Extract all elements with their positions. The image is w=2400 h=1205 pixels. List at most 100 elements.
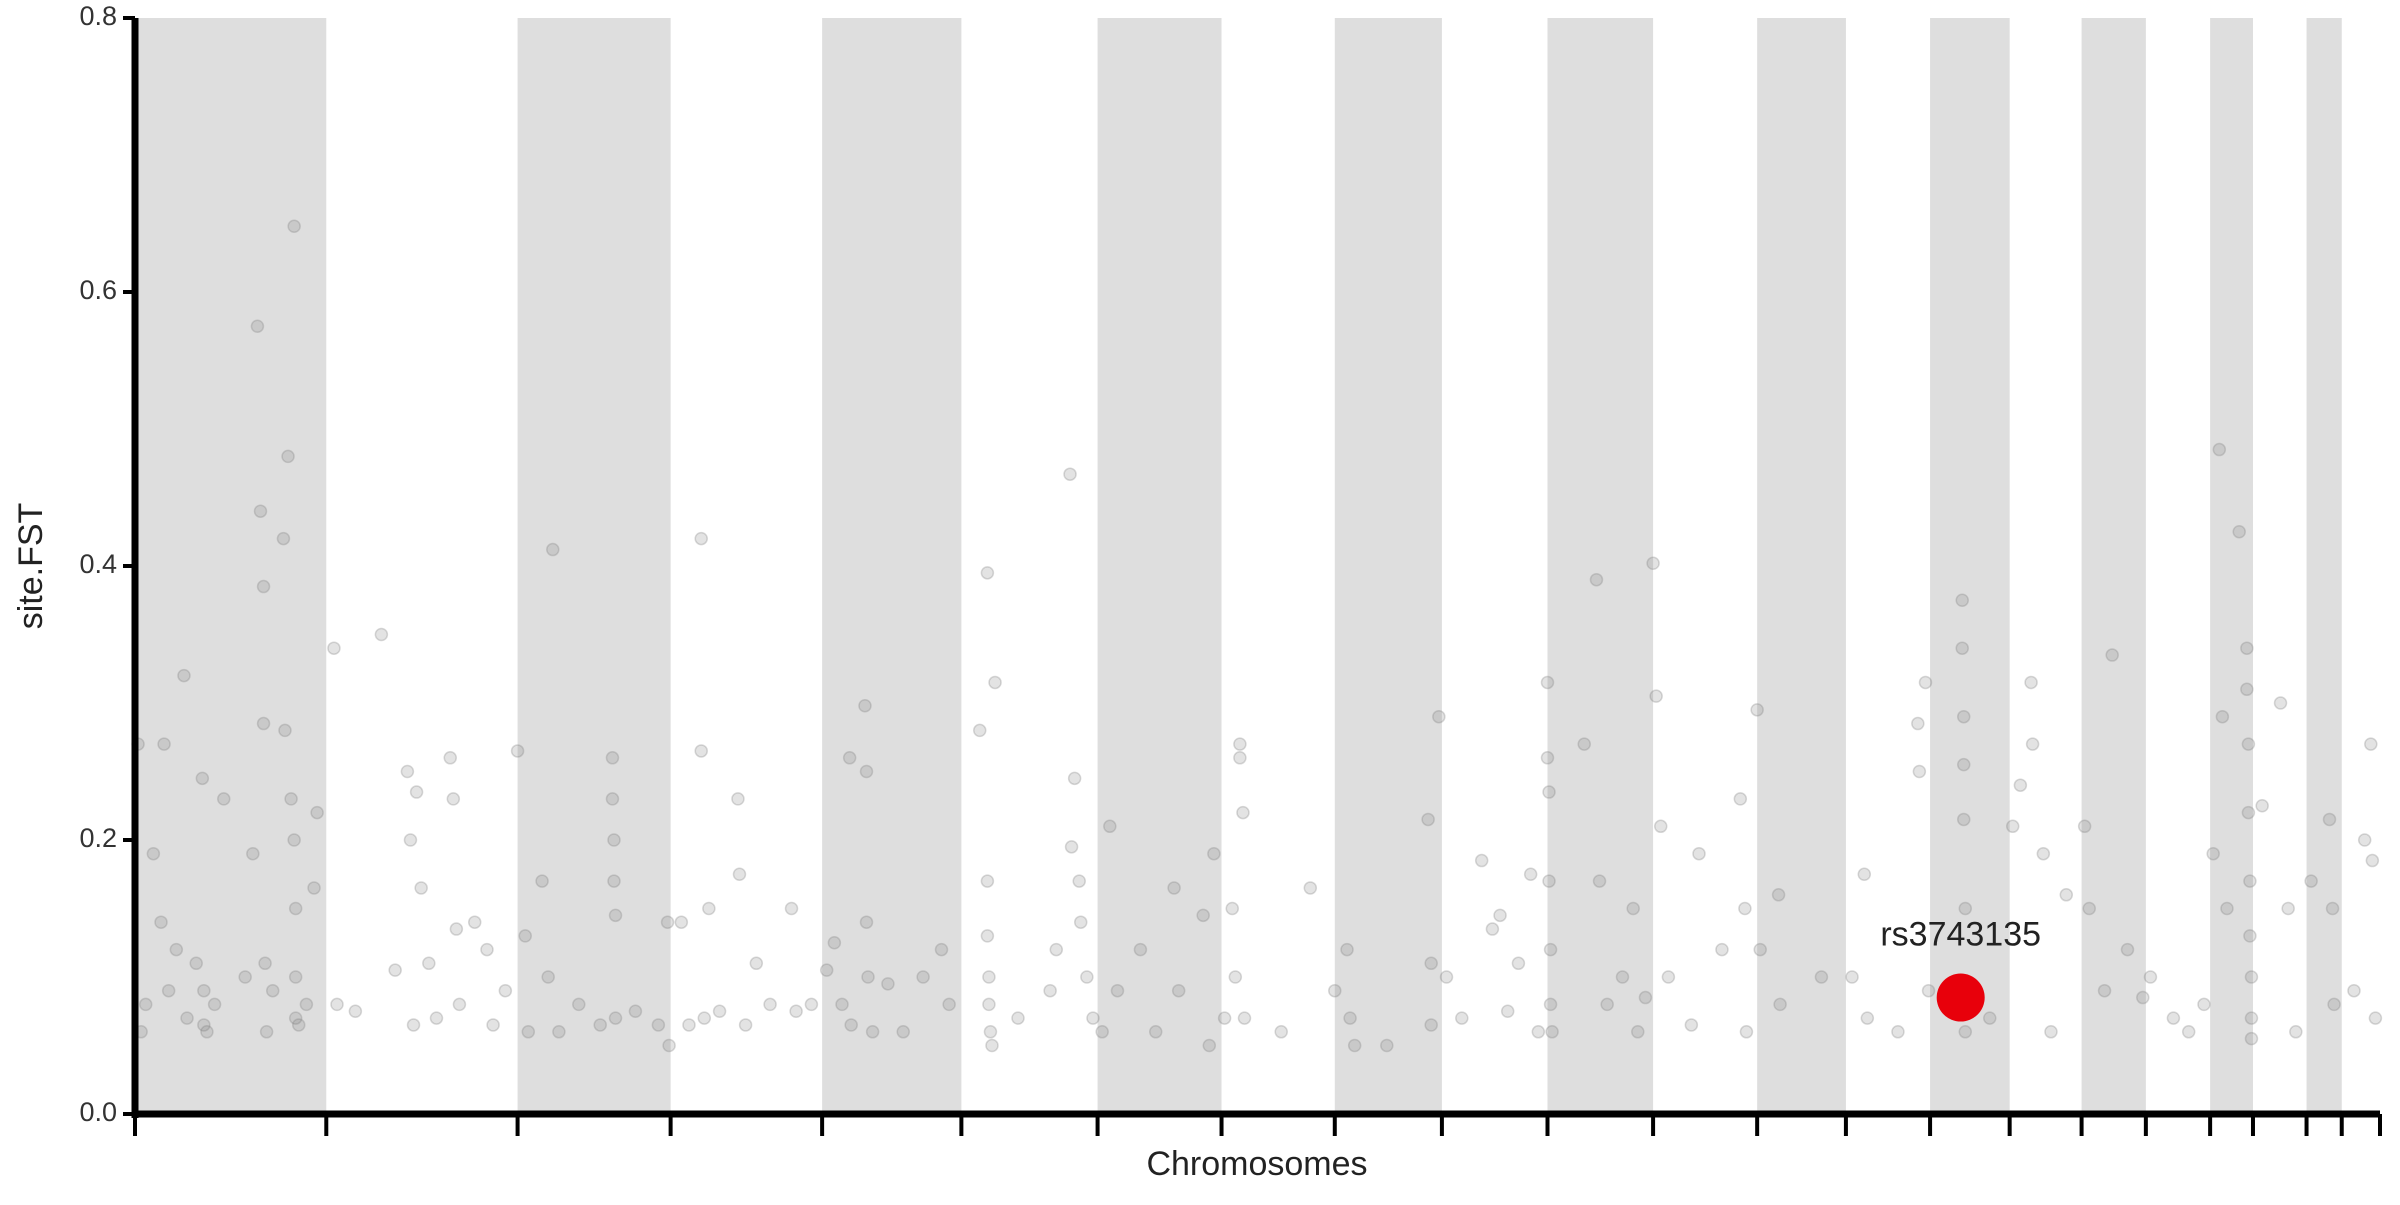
data-point xyxy=(327,641,341,655)
data-point xyxy=(287,833,301,847)
data-point xyxy=(1274,1025,1288,1039)
bands xyxy=(135,18,2342,1114)
data-point xyxy=(2304,874,2318,888)
data-point xyxy=(2322,812,2337,827)
data-point xyxy=(2197,997,2211,1012)
data-point xyxy=(934,942,949,957)
data-point xyxy=(400,764,415,779)
x-axis-title: Chromosomes xyxy=(1146,1145,1367,1183)
data-point xyxy=(697,1011,712,1025)
chromosome-band xyxy=(1930,18,2010,1114)
data-point xyxy=(1225,901,1239,916)
data-point xyxy=(2082,901,2096,916)
data-point xyxy=(452,997,467,1012)
chromosome-band xyxy=(1547,18,1654,1114)
data-point xyxy=(310,805,324,820)
data-point xyxy=(605,751,620,765)
data-point xyxy=(541,970,555,984)
data-point xyxy=(1715,942,1729,957)
data-point xyxy=(2327,997,2341,1012)
data-point xyxy=(546,542,560,557)
data-point xyxy=(942,997,956,1012)
data-point xyxy=(2365,853,2380,868)
data-point xyxy=(1542,785,1556,799)
chromosome-band xyxy=(1097,18,1222,1114)
y-tick-label: 0.2 xyxy=(79,823,117,853)
data-point xyxy=(1523,867,1538,881)
data-point xyxy=(246,846,260,861)
data-point xyxy=(1485,922,1500,936)
data-point xyxy=(1543,997,1558,1012)
data-point xyxy=(2347,983,2361,998)
data-point xyxy=(1343,1011,1357,1025)
data-point xyxy=(518,929,532,943)
data-point xyxy=(572,997,586,1012)
data-point xyxy=(287,219,301,233)
data-point xyxy=(200,1025,214,1039)
data-point xyxy=(980,566,995,580)
data-point xyxy=(1103,819,1117,834)
data-point xyxy=(1542,874,1556,888)
data-point xyxy=(651,1018,666,1032)
data-point xyxy=(859,915,874,929)
data-point xyxy=(1615,970,1630,984)
data-point xyxy=(2059,888,2074,902)
data-point xyxy=(1958,901,1973,916)
data-point xyxy=(2255,799,2269,813)
data-point xyxy=(702,901,716,916)
data-point xyxy=(330,997,344,1012)
data-point xyxy=(988,675,1002,690)
data-point xyxy=(1814,970,1829,984)
data-point xyxy=(2120,942,2135,957)
data-point xyxy=(835,997,849,1012)
data-point xyxy=(429,1011,444,1025)
data-point xyxy=(2243,929,2257,943)
data-point xyxy=(593,1018,607,1032)
data-point xyxy=(2281,901,2295,916)
data-point xyxy=(146,846,161,861)
data-point xyxy=(1073,915,1088,929)
data-point xyxy=(2013,778,2028,792)
data-point xyxy=(276,531,291,546)
data-point xyxy=(982,970,996,984)
data-point xyxy=(278,723,292,738)
data-point xyxy=(2240,641,2254,655)
data-point xyxy=(682,1018,696,1032)
y-tick-label: 0.4 xyxy=(79,549,117,579)
data-point xyxy=(195,771,210,786)
data-point xyxy=(2044,1025,2058,1039)
data-point xyxy=(1540,675,1555,690)
data-point xyxy=(422,956,436,971)
data-point xyxy=(1653,819,1668,834)
data-point xyxy=(1631,1025,1645,1039)
data-point xyxy=(2206,846,2220,861)
data-point xyxy=(1771,888,1786,902)
data-point xyxy=(1424,956,1438,971)
data-point xyxy=(2212,442,2227,457)
data-point xyxy=(467,915,482,929)
data-point xyxy=(1043,983,1057,998)
data-point xyxy=(299,997,314,1012)
data-point xyxy=(607,833,621,847)
data-point xyxy=(628,1004,643,1018)
data-point xyxy=(1432,709,1446,724)
data-point xyxy=(608,1011,623,1025)
data-point xyxy=(552,1025,566,1039)
data-point xyxy=(281,449,295,464)
data-point xyxy=(1011,1011,1025,1025)
data-point xyxy=(1543,942,1558,957)
y-tick-label: 0.6 xyxy=(79,275,117,305)
data-point xyxy=(608,908,623,923)
data-point xyxy=(2368,1011,2383,1025)
data-point xyxy=(449,922,464,936)
data-point xyxy=(732,867,747,881)
data-point xyxy=(1912,764,1927,779)
chromosome-band xyxy=(517,18,671,1114)
data-point xyxy=(406,1018,421,1032)
data-point xyxy=(1750,703,1764,717)
data-point xyxy=(510,744,525,758)
data-point xyxy=(1955,641,1969,655)
data-point xyxy=(2357,833,2372,847)
data-point xyxy=(535,874,549,888)
data-point xyxy=(409,785,424,799)
